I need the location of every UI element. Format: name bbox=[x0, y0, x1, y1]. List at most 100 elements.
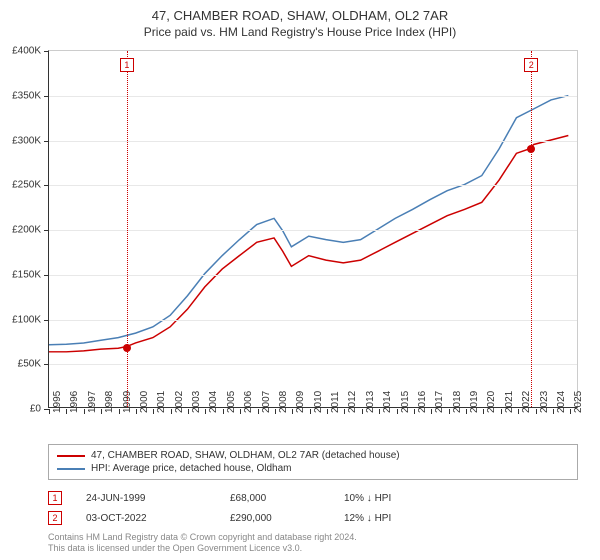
x-tick bbox=[101, 409, 102, 414]
y-axis-label: £150K bbox=[12, 269, 41, 280]
x-axis-label: 1997 bbox=[87, 391, 98, 413]
x-tick bbox=[570, 409, 571, 414]
chart-container: 47, CHAMBER ROAD, SHAW, OLDHAM, OL2 7AR … bbox=[0, 0, 600, 560]
x-tick bbox=[292, 409, 293, 414]
x-axis-label: 2006 bbox=[243, 391, 254, 413]
x-tick bbox=[431, 409, 432, 414]
y-axis-label: £400K bbox=[12, 46, 41, 57]
x-tick bbox=[397, 409, 398, 414]
y-axis-label: £50K bbox=[18, 359, 41, 370]
x-axis-label: 2004 bbox=[208, 391, 219, 413]
chart-title: 47, CHAMBER ROAD, SHAW, OLDHAM, OL2 7AR bbox=[0, 0, 600, 23]
chart-subtitle: Price paid vs. HM Land Registry's House … bbox=[0, 23, 600, 39]
x-tick bbox=[119, 409, 120, 414]
x-axis-label: 2016 bbox=[417, 391, 428, 413]
x-tick bbox=[414, 409, 415, 414]
x-tick bbox=[553, 409, 554, 414]
gridline-h bbox=[49, 320, 577, 321]
x-tick bbox=[344, 409, 345, 414]
x-tick bbox=[449, 409, 450, 414]
event-price: £68,000 bbox=[230, 493, 320, 504]
y-tick bbox=[44, 141, 49, 142]
x-axis-label: 2021 bbox=[504, 391, 515, 413]
event-vline bbox=[531, 51, 532, 407]
legend-item: HPI: Average price, detached house, Oldh… bbox=[57, 462, 569, 475]
x-axis-label: 2007 bbox=[261, 391, 272, 413]
x-tick bbox=[483, 409, 484, 414]
x-tick bbox=[223, 409, 224, 414]
x-axis-label: 2012 bbox=[347, 391, 358, 413]
legend-item: 47, CHAMBER ROAD, SHAW, OLDHAM, OL2 7AR … bbox=[57, 449, 569, 462]
legend-swatch bbox=[57, 455, 85, 457]
event-table: 124-JUN-1999£68,00010% ↓ HPI203-OCT-2022… bbox=[48, 488, 578, 528]
event-date: 03-OCT-2022 bbox=[86, 513, 206, 524]
x-axis-label: 2002 bbox=[174, 391, 185, 413]
event-dot bbox=[123, 344, 131, 352]
x-axis-label: 2017 bbox=[434, 391, 445, 413]
x-tick bbox=[205, 409, 206, 414]
x-axis-label: 2000 bbox=[139, 391, 150, 413]
x-tick bbox=[84, 409, 85, 414]
event-marker-small: 2 bbox=[48, 511, 62, 525]
x-tick bbox=[171, 409, 172, 414]
y-tick bbox=[44, 230, 49, 231]
chart-lines-svg bbox=[49, 51, 577, 407]
x-axis-label: 2009 bbox=[295, 391, 306, 413]
y-axis-label: £0 bbox=[30, 404, 41, 415]
event-price: £290,000 bbox=[230, 513, 320, 524]
x-tick bbox=[327, 409, 328, 414]
gridline-h bbox=[49, 96, 577, 97]
x-tick bbox=[466, 409, 467, 414]
y-tick bbox=[44, 51, 49, 52]
x-axis-label: 2014 bbox=[382, 391, 393, 413]
legend-label: 47, CHAMBER ROAD, SHAW, OLDHAM, OL2 7AR … bbox=[91, 450, 400, 461]
x-tick bbox=[66, 409, 67, 414]
event-marker-small: 1 bbox=[48, 491, 62, 505]
y-tick bbox=[44, 320, 49, 321]
x-axis-label: 2020 bbox=[486, 391, 497, 413]
event-pct: 10% ↓ HPI bbox=[344, 493, 414, 504]
x-axis-label: 2025 bbox=[573, 391, 584, 413]
y-axis-label: £300K bbox=[12, 135, 41, 146]
gridline-h bbox=[49, 364, 577, 365]
x-tick bbox=[136, 409, 137, 414]
x-axis-label: 1998 bbox=[104, 391, 115, 413]
y-axis-label: £250K bbox=[12, 180, 41, 191]
footer-line-2: This data is licensed under the Open Gov… bbox=[48, 543, 578, 554]
x-axis-label: 2013 bbox=[365, 391, 376, 413]
x-axis-label: 2011 bbox=[330, 391, 341, 413]
event-vline bbox=[127, 51, 128, 407]
x-tick bbox=[240, 409, 241, 414]
y-axis-label: £100K bbox=[12, 314, 41, 325]
x-tick bbox=[379, 409, 380, 414]
x-axis-label: 2015 bbox=[400, 391, 411, 413]
y-tick bbox=[44, 364, 49, 365]
y-tick bbox=[44, 275, 49, 276]
x-axis-label: 1995 bbox=[52, 391, 63, 413]
chart-plot-area: £0£50K£100K£150K£200K£250K£300K£350K£400… bbox=[48, 50, 578, 408]
event-dot bbox=[527, 145, 535, 153]
x-axis-label: 2008 bbox=[278, 391, 289, 413]
x-axis-label: 2003 bbox=[191, 391, 202, 413]
x-tick bbox=[501, 409, 502, 414]
x-axis-label: 2024 bbox=[556, 391, 567, 413]
x-tick bbox=[310, 409, 311, 414]
gridline-h bbox=[49, 230, 577, 231]
y-axis-label: £200K bbox=[12, 225, 41, 236]
gridline-h bbox=[49, 141, 577, 142]
x-tick bbox=[258, 409, 259, 414]
event-pct: 12% ↓ HPI bbox=[344, 513, 414, 524]
x-tick bbox=[49, 409, 50, 414]
legend-swatch bbox=[57, 468, 85, 470]
x-axis-label: 2023 bbox=[539, 391, 550, 413]
legend-label: HPI: Average price, detached house, Oldh… bbox=[91, 463, 292, 474]
y-tick bbox=[44, 96, 49, 97]
x-axis-label: 1996 bbox=[69, 391, 80, 413]
x-tick bbox=[188, 409, 189, 414]
x-tick bbox=[518, 409, 519, 414]
y-tick bbox=[44, 185, 49, 186]
x-tick bbox=[536, 409, 537, 414]
x-tick bbox=[362, 409, 363, 414]
gridline-h bbox=[49, 275, 577, 276]
x-tick bbox=[153, 409, 154, 414]
